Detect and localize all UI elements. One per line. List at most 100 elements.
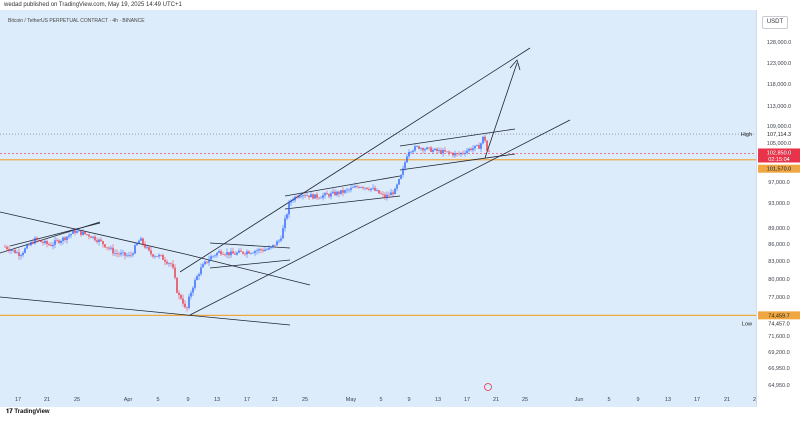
candle-body xyxy=(368,189,370,190)
candle xyxy=(84,231,86,236)
candle-body xyxy=(316,194,318,198)
candle-body xyxy=(94,236,96,241)
candle xyxy=(464,150,466,157)
candle-body xyxy=(320,197,322,199)
candle-body xyxy=(412,150,414,152)
candle-body xyxy=(146,247,148,248)
candle xyxy=(398,178,400,186)
candle xyxy=(54,236,56,249)
candle xyxy=(230,248,232,259)
candle xyxy=(232,247,234,254)
candle xyxy=(482,136,484,145)
candle-body xyxy=(218,251,220,253)
candle-body xyxy=(338,191,340,194)
candle xyxy=(10,249,12,255)
candle xyxy=(4,244,6,248)
candle xyxy=(216,252,218,258)
candle xyxy=(212,255,214,259)
candle-body xyxy=(138,240,140,244)
candle-body xyxy=(394,188,396,195)
y-tick-label: 69,200.0 xyxy=(768,350,789,356)
candle-body xyxy=(22,252,24,256)
candle-body xyxy=(192,287,194,293)
candle xyxy=(102,240,104,248)
candle-body xyxy=(482,136,484,144)
candle xyxy=(80,230,82,237)
candle xyxy=(24,247,26,254)
candle xyxy=(40,240,42,243)
candle xyxy=(348,188,350,193)
candle xyxy=(14,247,16,254)
y-tick-label: 105,000.0 xyxy=(767,141,791,147)
candle-body xyxy=(262,250,264,252)
candle-body xyxy=(384,194,386,198)
candle xyxy=(204,260,206,266)
candle-body xyxy=(476,145,478,146)
candle xyxy=(290,199,292,206)
candle-body xyxy=(434,148,436,150)
candle-body xyxy=(274,244,276,246)
candle-body xyxy=(190,292,192,297)
candle xyxy=(108,246,110,251)
price-axis[interactable]: 128,000.0 123,000.0 118,000.0 113,000.0 109,… xyxy=(756,10,800,407)
level-lower-box xyxy=(758,311,800,320)
high-value: 107,114.3 xyxy=(767,132,791,138)
price-chart[interactable]: 17 21 25 Apr 5 9 13 17 21 25 May 5 9 13 17 21 25 Jun 5 9 13 1… xyxy=(0,10,756,407)
candle-body xyxy=(348,189,350,191)
candle xyxy=(36,236,38,243)
candle xyxy=(344,189,346,195)
candle-body xyxy=(90,236,92,238)
candle-body xyxy=(266,249,268,251)
candle xyxy=(432,147,434,154)
candle-body xyxy=(68,235,70,237)
candle-body xyxy=(76,230,78,233)
candle-body xyxy=(354,186,356,188)
candle-body xyxy=(306,195,308,197)
candle xyxy=(74,227,76,236)
candle xyxy=(264,246,266,252)
candle-body xyxy=(436,148,438,151)
y-tick-label: 97,000.0 xyxy=(768,180,789,186)
candle-body xyxy=(202,264,204,268)
y-tick-label: 93,000.0 xyxy=(768,201,789,207)
candle xyxy=(324,192,326,199)
candle xyxy=(364,187,366,191)
candle-body xyxy=(442,150,444,154)
candle-body xyxy=(106,247,108,248)
candle xyxy=(354,182,356,188)
candle-body xyxy=(72,230,74,234)
candle-body xyxy=(358,186,360,188)
candle-body xyxy=(80,230,82,235)
candle xyxy=(322,192,324,201)
candle xyxy=(342,187,344,197)
candle-body xyxy=(380,193,382,195)
candle-body xyxy=(414,146,416,151)
candle xyxy=(430,146,432,153)
candle xyxy=(136,242,138,246)
currency-selector[interactable]: USDT xyxy=(762,16,788,29)
x-tick-label: 5 xyxy=(156,397,159,403)
candle-body xyxy=(104,244,106,248)
candle xyxy=(94,234,96,242)
candle-body xyxy=(428,147,430,149)
candle-body xyxy=(488,150,490,152)
x-tick-label: 25 xyxy=(74,397,80,403)
x-tick-label: 17 xyxy=(244,397,250,403)
candle-body xyxy=(472,148,474,151)
candle-body xyxy=(378,190,380,194)
candle-body xyxy=(308,195,310,198)
candle-body xyxy=(20,255,22,257)
y-tick-label: 71,600.0 xyxy=(768,334,789,340)
candle-body xyxy=(366,187,368,190)
candle xyxy=(438,147,440,154)
candle-body xyxy=(362,187,364,189)
candle xyxy=(382,191,384,198)
candle xyxy=(460,152,462,158)
candle-body xyxy=(176,277,178,293)
chart-pane[interactable]: 17 21 25 Apr 5 9 13 17 21 25 May 5 9 13 17 21 25 Jun 5 9 13 1… xyxy=(0,10,756,407)
candle xyxy=(82,228,84,236)
candle xyxy=(66,236,68,244)
candle xyxy=(292,197,294,203)
candle-body xyxy=(230,251,232,256)
candle xyxy=(368,186,370,192)
